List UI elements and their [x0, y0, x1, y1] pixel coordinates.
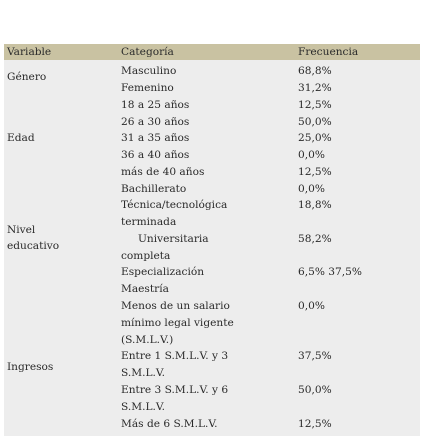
frequency-cell: 25,0% — [298, 132, 332, 144]
frequency-cell: 0,0% — [298, 149, 325, 161]
variable-ingresos: Ingresos — [7, 361, 54, 373]
variable-nivel-line1: Nivel — [7, 224, 36, 236]
category-cell: 26 a 30 años — [121, 116, 190, 128]
category-cell: 18 a 25 años — [121, 99, 190, 111]
frequency-cell: 12,5% — [298, 99, 332, 111]
category-cell: S.M.L.V. — [121, 401, 166, 413]
category-cell: Especialización — [121, 266, 205, 278]
category-cell: S.M.L.V. — [121, 367, 166, 379]
category-cell: Maestría — [121, 283, 169, 295]
category-cell: más de 40 años — [121, 166, 205, 178]
variable-genero: Género — [7, 71, 47, 83]
frequency-cell: 12,5% — [298, 166, 332, 178]
frequency-cell: 6,5% 37,5% — [298, 266, 362, 278]
category-cell: 36 a 40 años — [121, 149, 190, 161]
frequency-cell: 0,0% — [298, 300, 325, 312]
category-cell: Entre 3 S.M.L.V. y 6 — [121, 384, 229, 396]
header-categoria: Categoría — [121, 46, 174, 58]
variable-nivel-line2: educativo — [7, 240, 60, 252]
category-cell: Menos de un salario — [121, 300, 230, 312]
category-cell: Técnica/tecnológica — [121, 199, 228, 211]
demographics-table: Variable Categoría Frecuencia Género Eda… — [4, 44, 420, 436]
table-header: Variable Categoría Frecuencia — [4, 44, 420, 60]
frequency-cell: 58,2% — [298, 233, 332, 245]
category-cell: Más de 6 S.M.L.V. — [121, 418, 218, 430]
category-cell: Universitaria — [138, 233, 209, 245]
frequency-cell: 68,8% — [298, 65, 332, 77]
header-variable: Variable — [7, 46, 52, 58]
category-cell: (S.M.L.V.) — [121, 334, 174, 346]
frequency-cell: 12,5% — [298, 418, 332, 430]
frequency-cell: 0,0% — [298, 183, 325, 195]
frequency-cell: 50,0% — [298, 116, 332, 128]
category-cell: terminada — [121, 216, 177, 228]
frequency-cell: 18,8% — [298, 199, 332, 211]
category-cell: Bachillerato — [121, 183, 187, 195]
category-cell: 31 a 35 años — [121, 132, 190, 144]
frequency-cell: 31,2% — [298, 82, 332, 94]
header-frecuencia: Frecuencia — [298, 46, 359, 58]
category-cell: mínimo legal vigente — [121, 317, 234, 329]
category-cell: Masculino — [121, 65, 177, 77]
category-cell: Femenino — [121, 82, 174, 94]
category-cell: completa — [121, 250, 171, 262]
frequency-cell: 37,5% — [298, 350, 332, 362]
variable-edad: Edad — [7, 132, 35, 144]
category-cell: Entre 1 S.M.L.V. y 3 — [121, 350, 229, 362]
frequency-cell: 50,0% — [298, 384, 332, 396]
